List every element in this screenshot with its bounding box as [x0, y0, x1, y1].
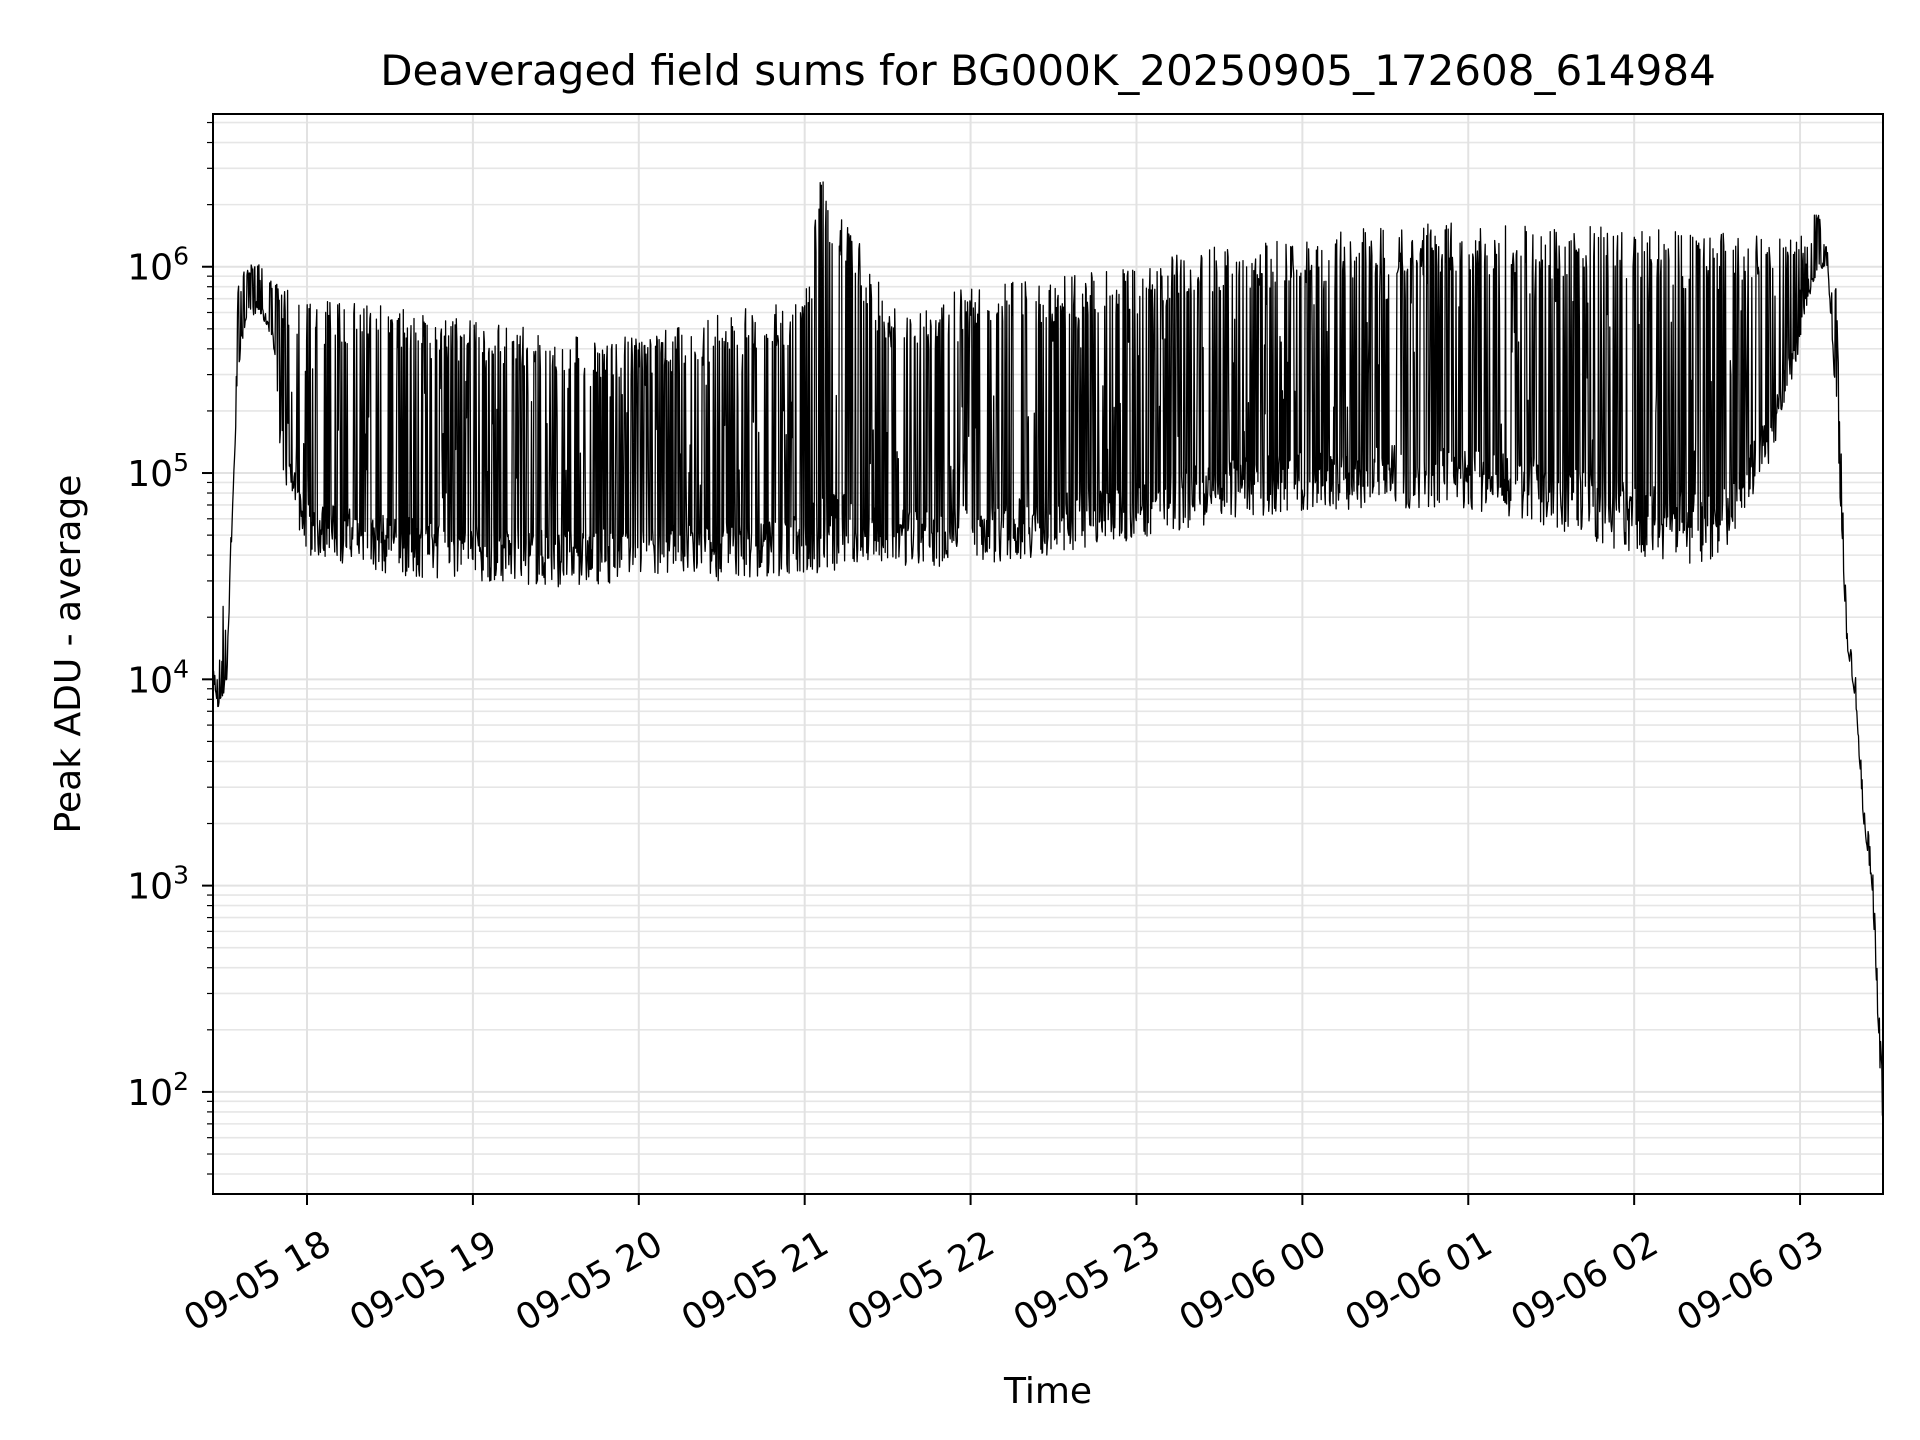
x-axis-label: Time — [1003, 1371, 1092, 1412]
grid-lines — [213, 114, 1883, 1194]
series-line — [212, 181, 1884, 1119]
y-tick-label: 102 — [127, 1067, 189, 1114]
y-axis-label: Peak ADU - average — [48, 475, 89, 834]
plot-area-frame — [212, 113, 1884, 1195]
chart-title: Deaveraged field sums for BG000K_2025090… — [380, 46, 1716, 95]
y-tick-label: 103 — [127, 861, 189, 908]
data-series — [212, 181, 1884, 1119]
y-tick-label: 105 — [127, 448, 189, 495]
y-tick-label: 104 — [127, 654, 189, 701]
y-tick-label: 106 — [127, 242, 189, 289]
